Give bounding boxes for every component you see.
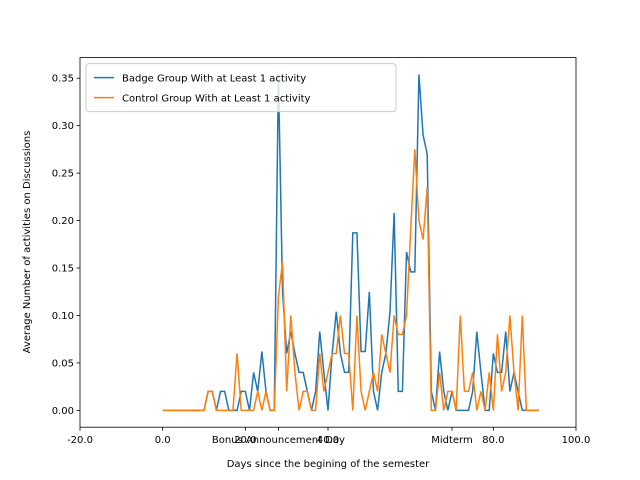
series-line — [162, 74, 539, 412]
y-tick-label: 0.25 — [52, 169, 74, 180]
y-tick-label: 0.35 — [52, 74, 74, 85]
y-axis-label: Average Number of activities on Discussi… — [22, 131, 33, 354]
x-tick-label: 80.0 — [482, 435, 504, 446]
x-tick-label: -20.0 — [67, 435, 93, 446]
y-tick-label: 0.30 — [52, 121, 74, 132]
x-tick-label: Bonus Announcement Day — [212, 435, 345, 446]
y-tick-label: 0.00 — [52, 406, 74, 417]
legend-box — [85, 63, 397, 113]
y-tick-label: 0.10 — [52, 311, 74, 322]
legend-label: Badge Group With at Least 1 activity — [122, 74, 306, 85]
series-line — [162, 149, 539, 412]
x-axis-label: Days since the begining of the semester — [227, 459, 430, 470]
y-tick-label: 0.05 — [52, 358, 74, 369]
x-tick-label: 40.0 — [317, 435, 339, 446]
legend-label: Control Group With at Least 1 activity — [122, 94, 311, 105]
x-tick-label: 20.0 — [234, 435, 256, 446]
y-tick-label: 0.20 — [52, 216, 74, 227]
x-tick-label: 100.0 — [562, 435, 591, 446]
plot-frame — [79, 57, 577, 428]
y-tick-label: 0.15 — [52, 264, 74, 275]
x-tick-label: Midterm — [431, 435, 473, 446]
x-tick-label: 0.0 — [155, 435, 171, 446]
